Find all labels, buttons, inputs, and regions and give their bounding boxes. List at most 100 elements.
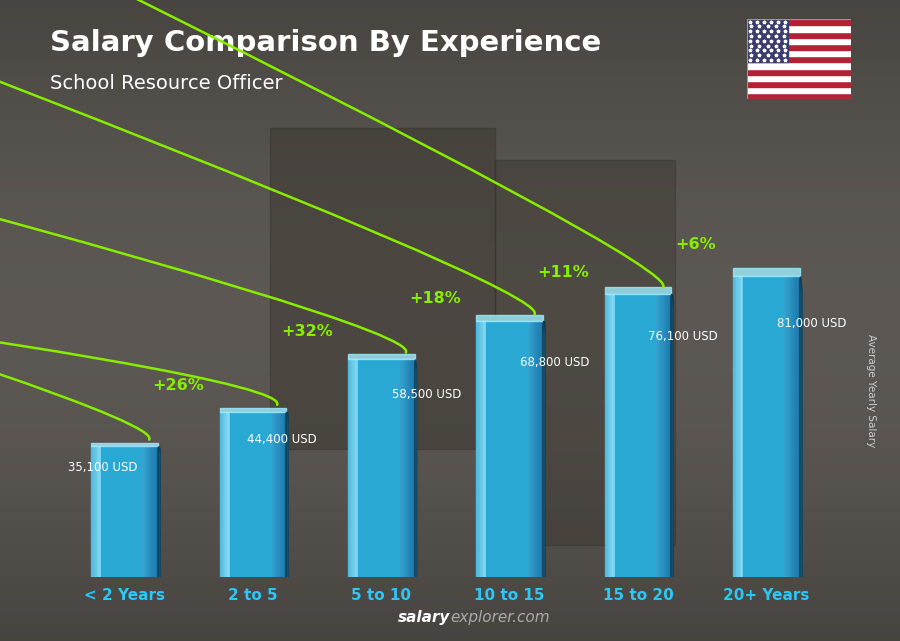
Bar [350, 360, 352, 577]
Bar [133, 446, 135, 577]
Bar [0, 147, 900, 154]
Bar [0, 103, 900, 109]
Bar [791, 276, 792, 577]
Text: 68,800 USD: 68,800 USD [520, 356, 590, 369]
Bar [410, 360, 411, 577]
Bar [533, 321, 535, 577]
Bar [790, 276, 791, 577]
Bar [668, 294, 670, 577]
Bar [283, 412, 284, 577]
Bar [0, 538, 900, 545]
Bar [136, 446, 137, 577]
Bar [0, 122, 900, 128]
Bar [0, 442, 900, 449]
Bar [365, 360, 367, 577]
Bar [620, 294, 622, 577]
Bar [363, 360, 364, 577]
Bar [0, 558, 900, 564]
Bar [0, 179, 900, 186]
Bar [368, 360, 369, 577]
Bar [507, 321, 508, 577]
Bar [477, 321, 479, 577]
Bar [233, 412, 234, 577]
Bar [523, 321, 525, 577]
Bar [99, 446, 101, 577]
Bar [540, 321, 541, 577]
Bar [733, 268, 800, 276]
Bar [489, 321, 490, 577]
Bar [503, 321, 504, 577]
Bar [513, 321, 515, 577]
Bar [0, 250, 900, 256]
Bar [784, 276, 786, 577]
Bar [221, 412, 223, 577]
Text: Average Yearly Salary: Average Yearly Salary [866, 335, 877, 447]
Bar [277, 412, 279, 577]
Bar [242, 412, 243, 577]
Bar [0, 474, 900, 481]
Bar [147, 446, 149, 577]
Bar [743, 276, 744, 577]
Bar [0, 288, 900, 295]
Bar [788, 276, 789, 577]
Bar [787, 276, 788, 577]
Bar [524, 321, 526, 577]
Bar [0, 96, 900, 103]
Bar [609, 294, 610, 577]
Bar [0, 295, 900, 301]
Bar [0, 615, 900, 622]
Bar [0, 391, 900, 397]
Bar [145, 446, 146, 577]
Bar [138, 446, 140, 577]
Bar [747, 44, 850, 50]
Bar [122, 446, 123, 577]
Bar [0, 218, 900, 224]
Bar [607, 294, 608, 577]
Bar [665, 294, 666, 577]
Bar [0, 199, 900, 205]
Bar [624, 294, 625, 577]
Bar [252, 412, 253, 577]
Bar [476, 321, 478, 577]
Bar [235, 412, 237, 577]
Bar [0, 276, 900, 282]
Bar [483, 321, 484, 577]
Bar [670, 294, 671, 577]
Bar [407, 360, 409, 577]
Bar [354, 360, 355, 577]
Bar [141, 446, 143, 577]
Bar [405, 360, 406, 577]
Bar [638, 294, 639, 577]
Bar [634, 294, 636, 577]
Bar [107, 446, 108, 577]
Bar [747, 26, 850, 31]
Bar [625, 294, 626, 577]
Bar [519, 321, 521, 577]
Bar [0, 333, 900, 340]
Bar [0, 32, 900, 38]
Bar [775, 276, 777, 577]
Bar [781, 276, 782, 577]
Bar [509, 321, 511, 577]
Bar [654, 294, 656, 577]
Bar [786, 276, 787, 577]
Bar [492, 321, 493, 577]
Bar [0, 109, 900, 115]
Bar [0, 346, 900, 353]
Bar [226, 412, 228, 577]
Bar [0, 551, 900, 558]
Bar [0, 577, 900, 583]
Bar [485, 321, 487, 577]
Bar [0, 385, 900, 391]
Bar [494, 321, 496, 577]
Bar [0, 141, 900, 147]
Bar [0, 628, 900, 635]
Bar [0, 570, 900, 577]
Bar [0, 417, 900, 423]
Bar [0, 64, 900, 71]
Bar [611, 294, 613, 577]
Bar [642, 294, 643, 577]
Bar [0, 320, 900, 327]
Bar [608, 294, 609, 577]
Bar [382, 360, 383, 577]
